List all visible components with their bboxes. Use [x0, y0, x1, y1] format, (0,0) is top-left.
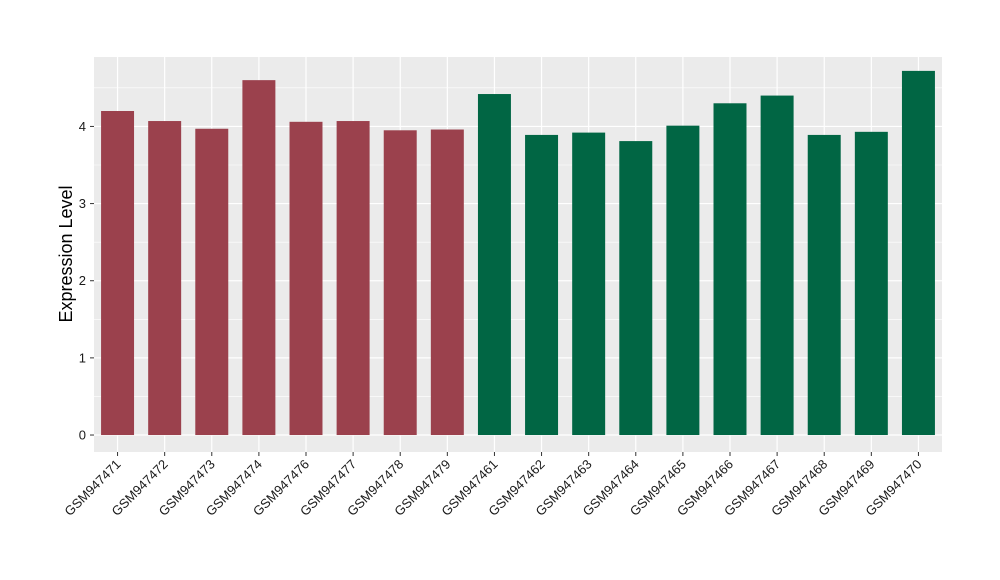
bars [101, 70, 935, 436]
plot-panel [94, 57, 942, 452]
bar-gsm947473 [195, 128, 229, 436]
bar-gsm947474 [242, 80, 276, 436]
y-tick-label: 1 [79, 350, 86, 365]
y-tick-label: 3 [79, 196, 86, 211]
bar-gsm947469 [854, 131, 888, 436]
bar-gsm947472 [148, 121, 182, 436]
bar-gsm947470 [901, 70, 935, 436]
y-tick-label: 4 [79, 119, 86, 134]
y-axis-title: Expression Level [56, 185, 76, 322]
grid-minor [94, 87, 942, 397]
y-tick-label: 2 [79, 273, 86, 288]
bar-gsm947465 [666, 125, 700, 436]
bar-gsm947464 [619, 141, 653, 436]
bar-gsm947476 [289, 121, 323, 436]
y-tick-label: 0 [79, 428, 86, 443]
bar-gsm947479 [430, 129, 464, 436]
bar-gsm947478 [383, 130, 417, 436]
y-axis: 0 1 2 3 4 [79, 119, 94, 443]
bar-gsm947467 [760, 95, 794, 436]
x-axis: GSM947471GSM947472GSM947473GSM947474GSM9… [61, 452, 925, 519]
bar-gsm947477 [336, 121, 370, 436]
bar-gsm947466 [713, 103, 747, 436]
bar-gsm947468 [807, 134, 841, 436]
bar-gsm947471 [101, 111, 135, 436]
bar-gsm947463 [572, 132, 606, 436]
bar-gsm947461 [477, 94, 511, 436]
bar-gsm947462 [525, 134, 559, 436]
